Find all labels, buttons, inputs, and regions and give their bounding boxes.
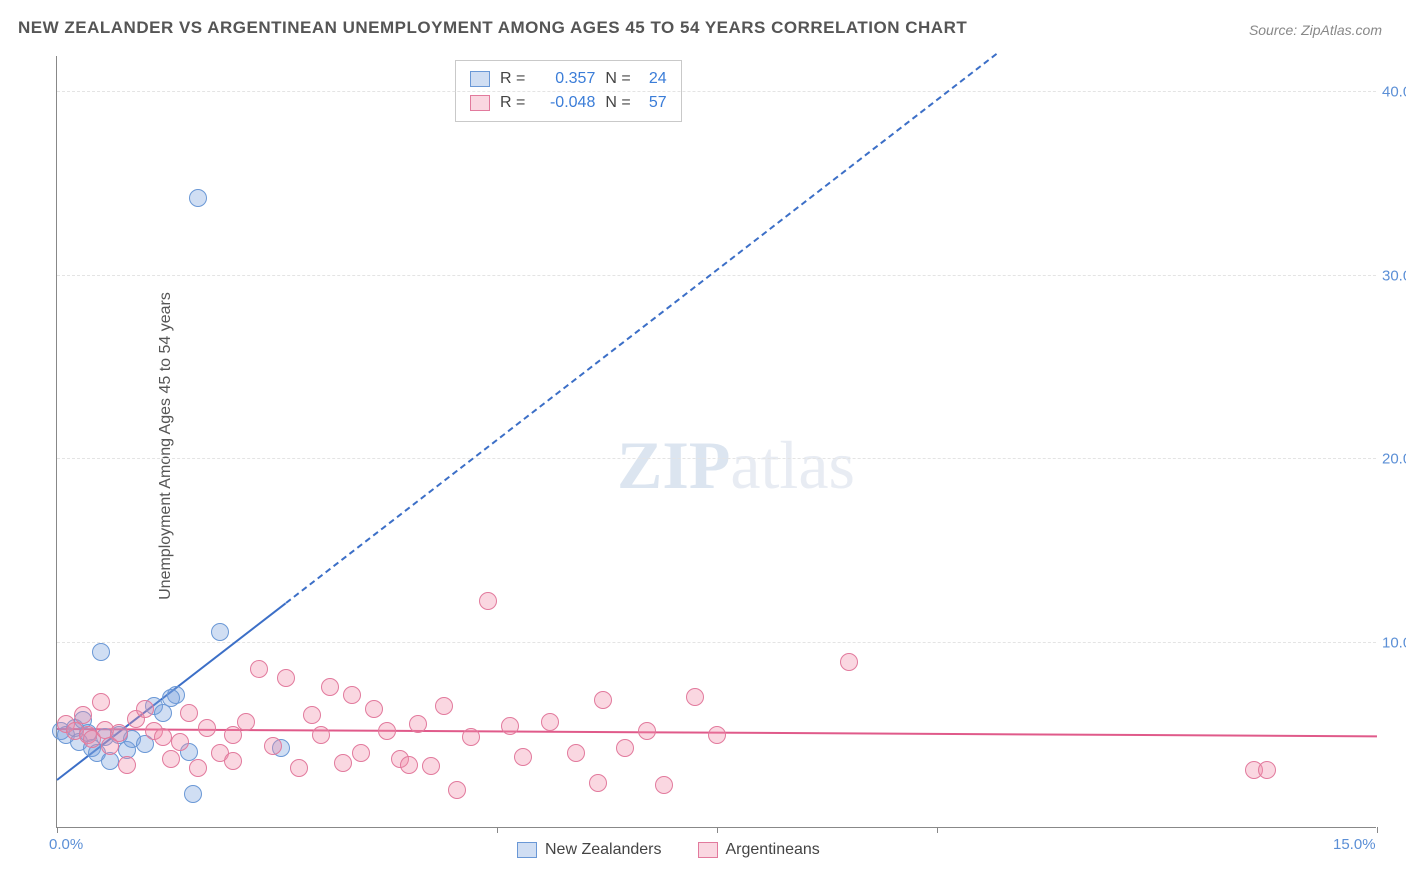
y-tick-label: 40.0% xyxy=(1382,83,1406,100)
legend-row-nz: R = 0.357 N = 24 xyxy=(470,67,667,91)
legend-item-ar: Argentineans xyxy=(698,841,820,859)
legend-item-nz: New Zealanders xyxy=(517,841,662,859)
data-point xyxy=(409,715,427,733)
data-point xyxy=(567,744,585,762)
data-point xyxy=(1258,761,1276,779)
data-point xyxy=(211,623,229,641)
data-point xyxy=(708,726,726,744)
data-point xyxy=(655,776,673,794)
data-point xyxy=(224,752,242,770)
trend-line-extrapolated xyxy=(285,53,997,604)
y-tick-label: 10.0% xyxy=(1382,635,1406,652)
data-point xyxy=(541,713,559,731)
chart-title: NEW ZEALANDER VS ARGENTINEAN UNEMPLOYMEN… xyxy=(18,18,967,38)
data-point xyxy=(448,781,466,799)
data-point xyxy=(303,706,321,724)
source-attribution: Source: ZipAtlas.com xyxy=(1249,22,1382,38)
x-tick-mark xyxy=(497,827,498,833)
data-point xyxy=(312,726,330,744)
data-point xyxy=(171,733,189,751)
data-point xyxy=(118,756,136,774)
data-point xyxy=(365,700,383,718)
data-point xyxy=(224,726,242,744)
legend-swatch-nz-bottom xyxy=(517,842,537,858)
data-point xyxy=(435,697,453,715)
x-tick-mark xyxy=(57,827,58,833)
data-point xyxy=(589,774,607,792)
data-point xyxy=(840,653,858,671)
data-point xyxy=(514,748,532,766)
legend-swatch-ar xyxy=(470,95,490,111)
data-point xyxy=(400,756,418,774)
data-point xyxy=(638,722,656,740)
data-point xyxy=(184,785,202,803)
data-point xyxy=(479,592,497,610)
data-point xyxy=(616,739,634,757)
scatter-plot: ZIPatlas R = 0.357 N = 24 R = -0.048 N =… xyxy=(56,56,1376,828)
data-point xyxy=(198,719,216,737)
data-point xyxy=(110,724,128,742)
data-point xyxy=(343,686,361,704)
y-tick-label: 20.0% xyxy=(1382,451,1406,468)
gridline xyxy=(57,91,1376,92)
legend-swatch-nz xyxy=(470,71,490,87)
data-point xyxy=(74,706,92,724)
data-point xyxy=(321,678,339,696)
data-point xyxy=(277,669,295,687)
data-point xyxy=(352,744,370,762)
data-point xyxy=(162,689,180,707)
data-point xyxy=(250,660,268,678)
data-point xyxy=(92,693,110,711)
data-point xyxy=(686,688,704,706)
x-tick-mark xyxy=(1377,827,1378,833)
data-point xyxy=(154,728,172,746)
data-point xyxy=(180,704,198,722)
x-tick-mark xyxy=(717,827,718,833)
data-point xyxy=(378,722,396,740)
data-point xyxy=(462,728,480,746)
series-legend: New Zealanders Argentineans xyxy=(517,841,820,859)
legend-row-ar: R = -0.048 N = 57 xyxy=(470,91,667,115)
data-point xyxy=(189,189,207,207)
x-tick-label: 0.0% xyxy=(49,836,83,853)
data-point xyxy=(290,759,308,777)
x-tick-label: 15.0% xyxy=(1333,836,1376,853)
data-point xyxy=(422,757,440,775)
gridline xyxy=(57,458,1376,459)
data-point xyxy=(136,700,154,718)
legend-swatch-ar-bottom xyxy=(698,842,718,858)
watermark: ZIPatlas xyxy=(617,426,855,505)
x-tick-mark xyxy=(937,827,938,833)
data-point xyxy=(264,737,282,755)
gridline xyxy=(57,275,1376,276)
data-point xyxy=(501,717,519,735)
data-point xyxy=(334,754,352,772)
data-point xyxy=(594,691,612,709)
data-point xyxy=(189,759,207,777)
gridline xyxy=(57,642,1376,643)
data-point xyxy=(162,750,180,768)
y-tick-label: 30.0% xyxy=(1382,267,1406,284)
data-point xyxy=(92,643,110,661)
